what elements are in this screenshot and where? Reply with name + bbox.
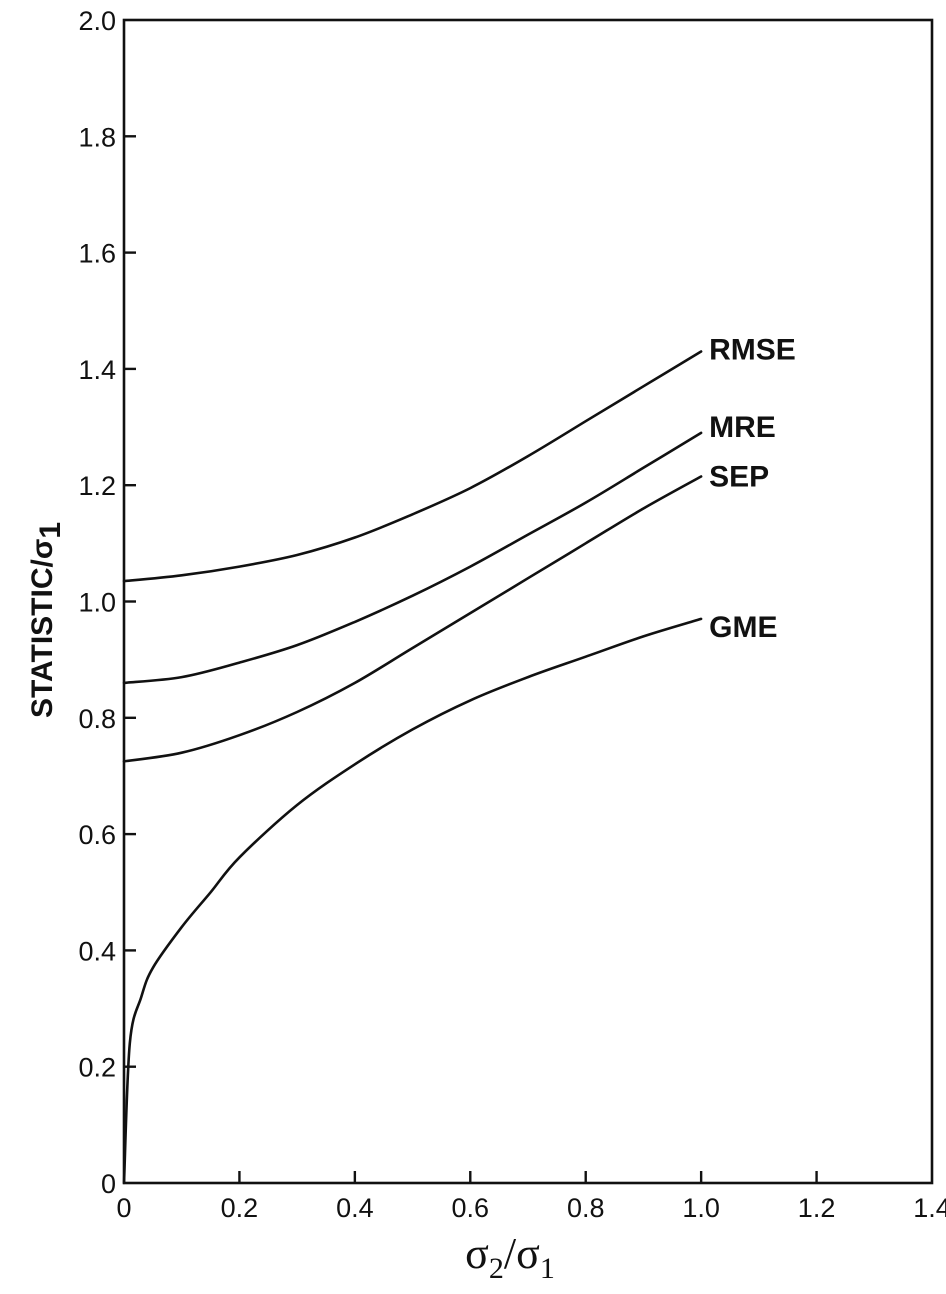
y-tick-label: 0.4 xyxy=(78,936,116,966)
plot-frame xyxy=(122,18,934,1185)
y-tick-label: 2.0 xyxy=(78,6,116,36)
series-line-sep xyxy=(122,475,703,763)
series-line-rmse xyxy=(122,350,703,583)
series-label-rmse: RMSE xyxy=(709,333,796,366)
series-label-mre: MRE xyxy=(709,411,776,444)
x-tick-label: 0.8 xyxy=(567,1193,605,1223)
y-axis-title: STATISTIC/σ1 xyxy=(26,522,67,718)
series-label-gme: GME xyxy=(709,611,777,644)
x-tick-label: 0.2 xyxy=(221,1193,259,1223)
curves xyxy=(122,350,703,1185)
y-tick-label: 1.2 xyxy=(78,471,116,501)
x-tick-label: 0.6 xyxy=(452,1193,490,1223)
x-tick-label: 1.0 xyxy=(682,1193,720,1223)
y-tick-label: 1.6 xyxy=(78,239,116,269)
series-line-mre xyxy=(122,431,703,685)
series-labels: RMSE MRE SEP GME xyxy=(709,333,796,643)
x-tick-label: 1.4 xyxy=(913,1193,946,1223)
x-tick-label: 0.4 xyxy=(336,1193,374,1223)
y-tick-label: 1.4 xyxy=(78,355,116,385)
series-line-gme xyxy=(122,617,703,1185)
x-axis-title: σ2/σ1 xyxy=(465,1229,555,1285)
series-label-sep: SEP xyxy=(709,460,769,493)
y-tick-label: 0 xyxy=(101,1169,116,1199)
y-tick-label: 1.8 xyxy=(78,122,116,152)
y-tick-label: 0.2 xyxy=(78,1053,116,1083)
y-tick-label: 0.6 xyxy=(78,820,116,850)
axes: 0 0.2 0.4 0.6 0.8 1.0 1.2 1.4 1.6 1.8 2.0 0 0.2 0.4 0.… xyxy=(78,6,946,1223)
x-tick-label: 1.2 xyxy=(798,1193,836,1223)
y-tick-label: 1.0 xyxy=(78,588,116,618)
x-tick-label: 0 xyxy=(116,1193,131,1223)
y-tick-label: 0.8 xyxy=(78,704,116,734)
